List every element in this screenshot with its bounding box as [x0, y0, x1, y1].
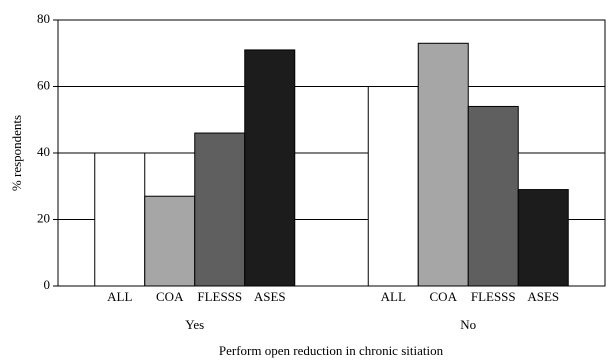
- bar: [367, 86, 419, 287]
- bar: [467, 105, 519, 287]
- y-tick-label: 0: [44, 277, 51, 292]
- bar-label: ALL: [381, 289, 406, 304]
- y-tick-label: 80: [37, 11, 50, 26]
- bar: [194, 132, 246, 287]
- x-axis-label: Perform open reduction in chronic sitiat…: [219, 343, 444, 358]
- y-tick-label: 40: [37, 144, 50, 159]
- bar-label: ASES: [254, 289, 286, 304]
- bar: [144, 195, 196, 287]
- x-tick-label: Yes: [185, 317, 204, 332]
- y-tick-label: 20: [37, 210, 50, 225]
- bar-label: FLESSS: [471, 289, 516, 304]
- y-tick-label: 60: [37, 77, 50, 92]
- bar: [417, 42, 469, 287]
- bar-label: COA: [430, 289, 458, 304]
- bar: [244, 49, 296, 287]
- bar-label: ASES: [527, 289, 559, 304]
- bar-label: COA: [156, 289, 184, 304]
- bar: [94, 152, 146, 287]
- bar-label: ALL: [107, 289, 132, 304]
- bar: [517, 189, 569, 287]
- y-axis-label: % respondents: [9, 115, 24, 191]
- bar-label: FLESSS: [197, 289, 242, 304]
- x-tick-label: No: [460, 317, 476, 332]
- plot-frame: [57, 19, 606, 287]
